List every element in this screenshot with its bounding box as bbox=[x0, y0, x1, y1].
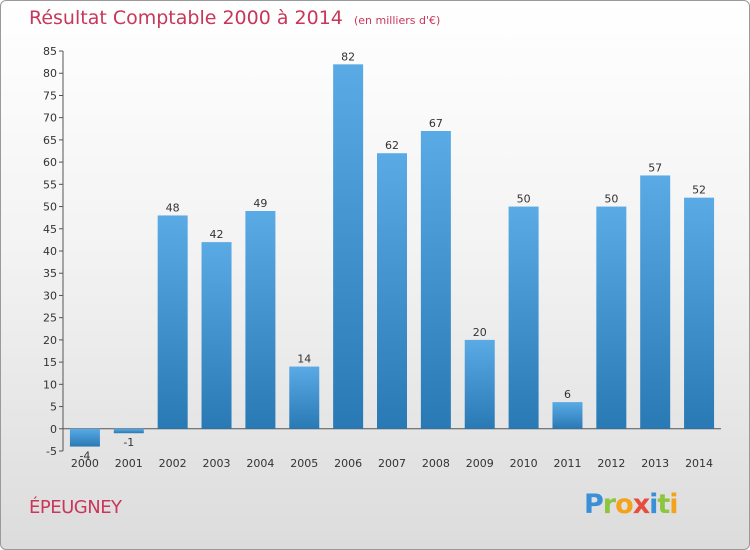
value-label: 57 bbox=[648, 161, 662, 174]
logo-letter: i bbox=[649, 489, 658, 520]
value-label: 48 bbox=[166, 201, 180, 214]
bar-2009 bbox=[464, 339, 495, 429]
y-tick-label: 30 bbox=[43, 289, 57, 302]
bar-2001 bbox=[113, 428, 144, 434]
bar-2008 bbox=[420, 131, 451, 429]
y-tick-label: 65 bbox=[43, 134, 57, 147]
logo-letter: o bbox=[615, 489, 634, 520]
x-tick-label: 2010 bbox=[510, 457, 538, 470]
bar-2010 bbox=[508, 206, 539, 429]
value-label: 20 bbox=[473, 326, 487, 339]
y-tick-labels: -5 0 5 10 15 20 25 30 35 40 45 50 55 60 65 70 75 80 85 bbox=[43, 45, 57, 458]
x-tick-label: 2004 bbox=[246, 457, 274, 470]
bar-2014 bbox=[684, 197, 715, 429]
bar-2012 bbox=[596, 206, 627, 429]
value-label: 49 bbox=[253, 197, 267, 210]
x-tick-label: 2013 bbox=[641, 457, 669, 470]
y-tick-label: 75 bbox=[43, 89, 57, 102]
bar-2006 bbox=[333, 64, 364, 429]
commune-name: ÉPEUGNEY bbox=[29, 497, 122, 518]
x-tick-label: 2011 bbox=[553, 457, 581, 470]
y-tick-label: 0 bbox=[50, 423, 57, 436]
value-label: -1 bbox=[123, 436, 134, 449]
x-tick-label: 2007 bbox=[378, 457, 406, 470]
value-label: 52 bbox=[692, 184, 706, 197]
value-label: 14 bbox=[297, 353, 311, 366]
x-tick-labels: 2000 2001 2002 2003 2004 2005 2006 2007 2008 2009… bbox=[71, 457, 713, 470]
value-label: 50 bbox=[604, 193, 618, 206]
chart-title: Résultat Comptable 2000 à 2014 (en milli… bbox=[29, 7, 440, 29]
y-tick-label: 70 bbox=[43, 112, 57, 125]
value-label: 6 bbox=[564, 388, 571, 401]
y-tick-label: 85 bbox=[43, 45, 57, 58]
bar-2000 bbox=[69, 428, 100, 447]
value-label: 42 bbox=[210, 228, 224, 241]
bar-2003 bbox=[201, 242, 232, 429]
y-tick-label: -5 bbox=[46, 445, 57, 458]
y-tick-label: 45 bbox=[43, 223, 57, 236]
x-tick-label: 2002 bbox=[159, 457, 187, 470]
value-labels: -4 -1 48 42 49 14 82 62 67 20 50 6 50 57 52 bbox=[79, 50, 706, 462]
proxiti-logo: Proxiti bbox=[584, 489, 679, 520]
y-tick-label: 35 bbox=[43, 267, 57, 280]
bar-2005 bbox=[289, 366, 320, 429]
bar-2007 bbox=[377, 153, 407, 429]
x-tick-label: 2003 bbox=[203, 457, 231, 470]
logo-letter: r bbox=[602, 489, 616, 520]
y-tick-label: 10 bbox=[43, 378, 57, 391]
y-tick-label: 25 bbox=[43, 312, 57, 325]
x-tick-label: 2014 bbox=[685, 457, 713, 470]
y-tick-label: 20 bbox=[43, 334, 57, 347]
bar-2002 bbox=[157, 215, 188, 429]
logo-letter: i bbox=[669, 489, 678, 520]
x-tick-label: 2009 bbox=[466, 457, 494, 470]
value-label: 82 bbox=[341, 50, 355, 63]
logo-letter: x bbox=[632, 489, 650, 520]
y-tick-label: 60 bbox=[43, 156, 57, 169]
bars bbox=[69, 64, 715, 447]
y-tick-label: 5 bbox=[50, 401, 57, 414]
logo-letter: P bbox=[584, 489, 604, 520]
y-tick-label: 40 bbox=[43, 245, 57, 258]
y-tick-label: 50 bbox=[43, 201, 57, 214]
x-tick-label: 2012 bbox=[597, 457, 625, 470]
bar-2004 bbox=[245, 211, 276, 429]
chart-subtitle: (en milliers d'€) bbox=[353, 14, 441, 27]
bar-2013 bbox=[640, 175, 671, 429]
value-label: 62 bbox=[385, 139, 399, 152]
bar-2011 bbox=[552, 402, 583, 429]
chart-title-main: Résultat Comptable 2000 à 2014 bbox=[29, 7, 343, 29]
value-label: -4 bbox=[79, 450, 90, 463]
value-label: 67 bbox=[429, 117, 443, 130]
x-tick-label: 2006 bbox=[334, 457, 362, 470]
x-tick-label: 2005 bbox=[290, 457, 318, 470]
y-tick-label: 80 bbox=[43, 67, 57, 80]
y-tick-label: 55 bbox=[43, 178, 57, 191]
x-tick-label: 2000 bbox=[71, 457, 99, 470]
x-tick-label: 2001 bbox=[115, 457, 143, 470]
logo-letter: t bbox=[657, 489, 670, 520]
y-tick-label: 15 bbox=[43, 356, 57, 369]
x-tick-label: 2008 bbox=[422, 457, 450, 470]
value-label: 50 bbox=[517, 193, 531, 206]
